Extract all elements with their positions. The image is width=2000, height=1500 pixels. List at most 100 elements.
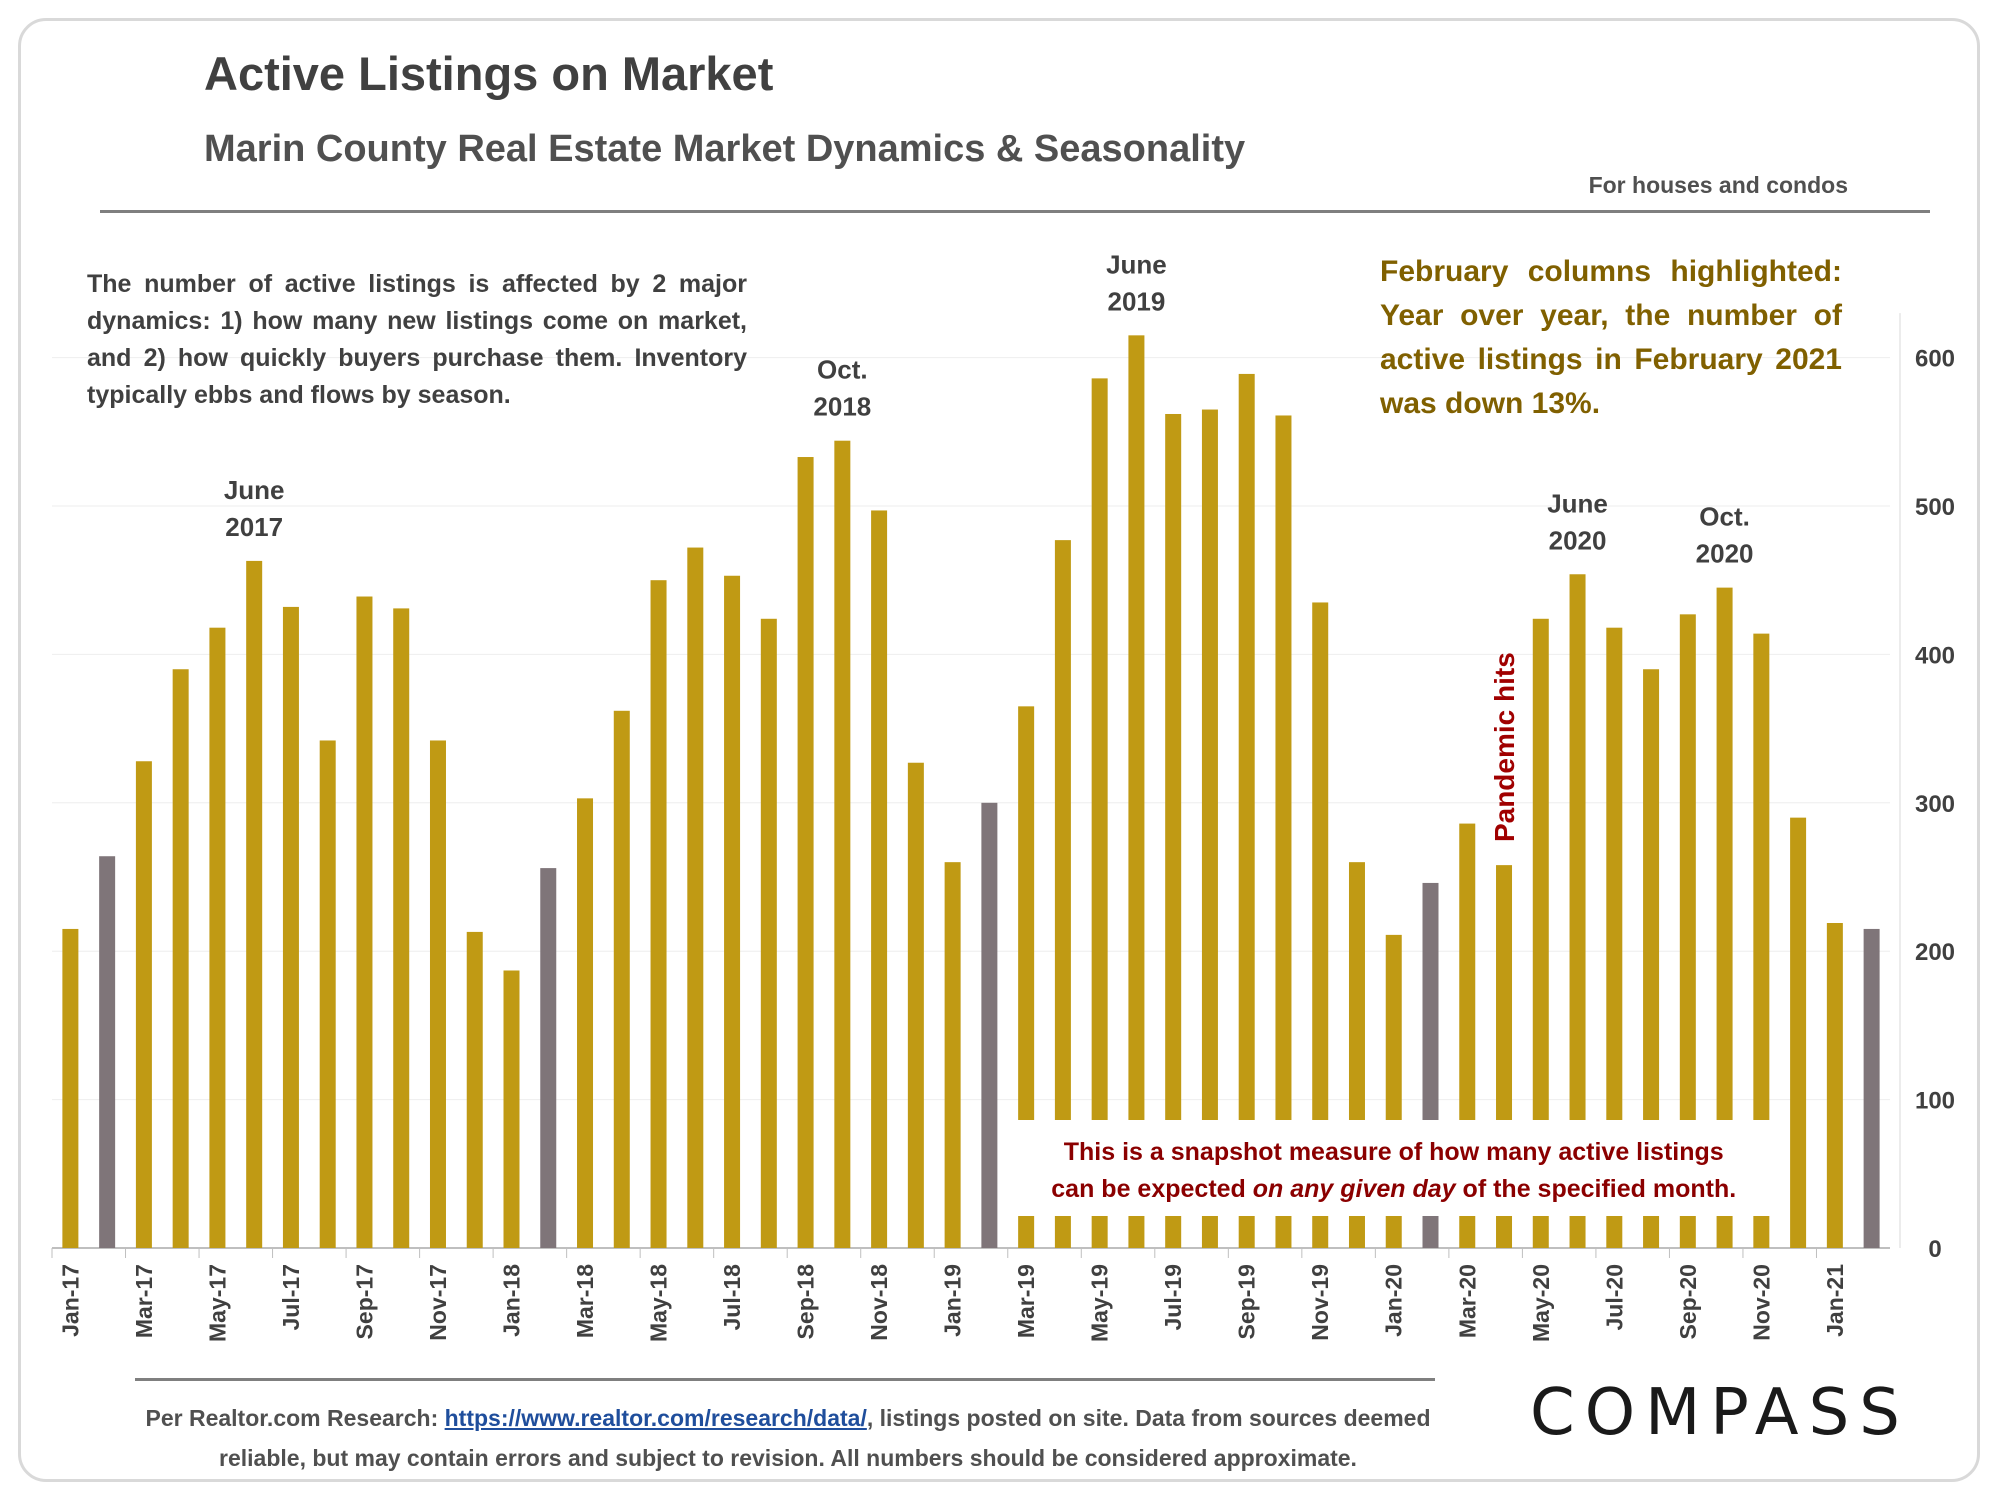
page-title: Active Listings on Market — [204, 47, 774, 100]
x-tick-label: Jul-19 — [1160, 1264, 1186, 1330]
x-tick-label: May-20 — [1528, 1264, 1554, 1342]
x-tick-label: Mar-19 — [1013, 1264, 1039, 1338]
x-tick-label: Sep-20 — [1675, 1264, 1701, 1339]
x-tick-label: Nov-20 — [1748, 1264, 1774, 1341]
y-tick-label: 100 — [1915, 1088, 1955, 1115]
bar-may-17 — [209, 627, 226, 1248]
bar-may-20 — [1532, 618, 1549, 1248]
bar-dec-17 — [466, 931, 483, 1248]
annotation-line1: Oct. — [817, 355, 868, 385]
footer-prefix: Per Realtor.com Research: — [145, 1405, 445, 1431]
bar-aug-19 — [1201, 409, 1218, 1248]
bar-jul-20 — [1606, 627, 1623, 1248]
y-tick-label: 600 — [1915, 346, 1955, 373]
bar-jan-19 — [944, 862, 961, 1248]
x-tick-label: Sep-18 — [793, 1264, 819, 1340]
bar-nov-18 — [871, 510, 888, 1248]
x-tick-label: Mar-20 — [1454, 1264, 1480, 1338]
bar-jun-18 — [687, 547, 704, 1248]
annotation-line1: Oct. — [1699, 502, 1750, 532]
bar-may-19 — [1091, 378, 1108, 1249]
bar-mar-17 — [135, 761, 152, 1248]
scope-note: For houses and condos — [1588, 172, 1848, 198]
chart-description: The number of active listings is affecte… — [87, 270, 747, 409]
annotation-line2: 2018 — [813, 392, 871, 422]
bar-dec-18 — [907, 762, 924, 1248]
annotation-line1: June — [1106, 249, 1167, 279]
bar-nov-20 — [1753, 633, 1770, 1248]
bar-oct-18 — [834, 440, 851, 1249]
annotation-line2: 2020 — [1696, 539, 1754, 569]
bar-jun-17 — [246, 560, 263, 1248]
x-tick-label: May-17 — [204, 1264, 230, 1342]
header-divider — [100, 210, 1930, 213]
bar-aug-17 — [319, 740, 336, 1248]
snapshot-note-background — [999, 1120, 1789, 1216]
x-tick-label: Jan-17 — [57, 1264, 83, 1337]
bars — [62, 335, 1880, 1249]
bar-nov-19 — [1312, 602, 1329, 1248]
bar-apr-18 — [613, 710, 630, 1248]
annotation-line2: 2017 — [225, 512, 283, 542]
snapshot-note-line2: can be expected on any given day of the … — [1051, 1175, 1736, 1203]
x-tick-label: Mar-17 — [131, 1264, 157, 1338]
source-footer: Per Realtor.com Research: https://www.re… — [128, 1398, 1448, 1478]
bar-sep-18 — [797, 457, 814, 1248]
x-tick-label: Nov-18 — [866, 1264, 892, 1341]
x-axis-ticks: Jan-17 Mar-17 May-17 Jul-17 Sep-17 Nov-17 Jan-… — [51, 1248, 1848, 1342]
x-tick-label: Jul-17 — [278, 1264, 304, 1330]
x-tick-label: Jan-18 — [499, 1264, 525, 1337]
x-tick-label: Jan-19 — [940, 1264, 966, 1337]
pandemic-label: Pandemic hits — [1489, 652, 1520, 842]
bar-oct-17 — [393, 608, 410, 1248]
y-tick-label: 300 — [1915, 791, 1955, 818]
snapshot-note-em: on any given day — [1253, 1175, 1457, 1203]
bar-feb-19 — [981, 802, 998, 1248]
x-tick-label: Sep-17 — [351, 1264, 377, 1339]
y-tick-label: 400 — [1915, 642, 1955, 669]
bar-sep-19 — [1238, 373, 1255, 1248]
x-tick-label: Jan-21 — [1822, 1264, 1848, 1337]
footer-divider — [135, 1378, 1435, 1381]
bar-apr-17 — [172, 669, 189, 1248]
annotation-line2: 2019 — [1107, 286, 1165, 316]
x-tick-label: Jan-20 — [1381, 1264, 1407, 1337]
x-tick-label: Jul-20 — [1601, 1264, 1627, 1330]
x-tick-label: Mar-18 — [572, 1264, 598, 1338]
snapshot-note-pre: can be expected — [1051, 1175, 1252, 1203]
compass-logo: COMPASS — [1530, 1376, 1910, 1450]
bar-apr-19 — [1054, 540, 1071, 1248]
snapshot-note-post: of the specified month. — [1456, 1175, 1737, 1203]
y-axis-ticks: 0 100 200 300 400 500 600 — [1915, 346, 1955, 1263]
y-tick-label: 200 — [1915, 939, 1955, 966]
x-tick-label: May-19 — [1087, 1264, 1113, 1342]
bar-nov-17 — [429, 740, 446, 1248]
february-highlight-note: February columns highlighted: Year over … — [1380, 255, 1842, 420]
annotation-line1: June — [224, 475, 285, 505]
bar-jan-18 — [503, 970, 520, 1248]
bar-jun-19 — [1128, 335, 1145, 1249]
bar-jul-18 — [724, 575, 741, 1248]
source-link[interactable]: https://www.realtor.com/research/data/ — [444, 1405, 867, 1431]
bar-aug-20 — [1643, 669, 1660, 1248]
bar-mar-18 — [577, 798, 594, 1248]
y-tick-label: 0 — [1928, 1236, 1941, 1263]
bar-jul-17 — [282, 606, 299, 1248]
bar-jul-19 — [1165, 413, 1182, 1248]
annotation-line2: 2020 — [1549, 525, 1607, 555]
bar-aug-18 — [760, 618, 777, 1248]
x-tick-label: Jul-18 — [719, 1264, 745, 1331]
bar-may-18 — [650, 580, 667, 1248]
bar-sep-20 — [1679, 614, 1696, 1248]
footer-suffix: , listings posted on site. Data from sou… — [219, 1405, 1431, 1471]
x-tick-label: Nov-17 — [425, 1264, 451, 1341]
bar-jun-20 — [1569, 574, 1586, 1248]
bar-sep-17 — [356, 596, 373, 1248]
annotation-line1: June — [1547, 488, 1608, 518]
x-tick-label: May-18 — [646, 1264, 672, 1342]
bar-oct-20 — [1716, 587, 1733, 1248]
bar-mar-19 — [1018, 706, 1035, 1248]
bar-jan-21 — [1826, 923, 1843, 1248]
bar-feb-21 — [1863, 928, 1880, 1248]
